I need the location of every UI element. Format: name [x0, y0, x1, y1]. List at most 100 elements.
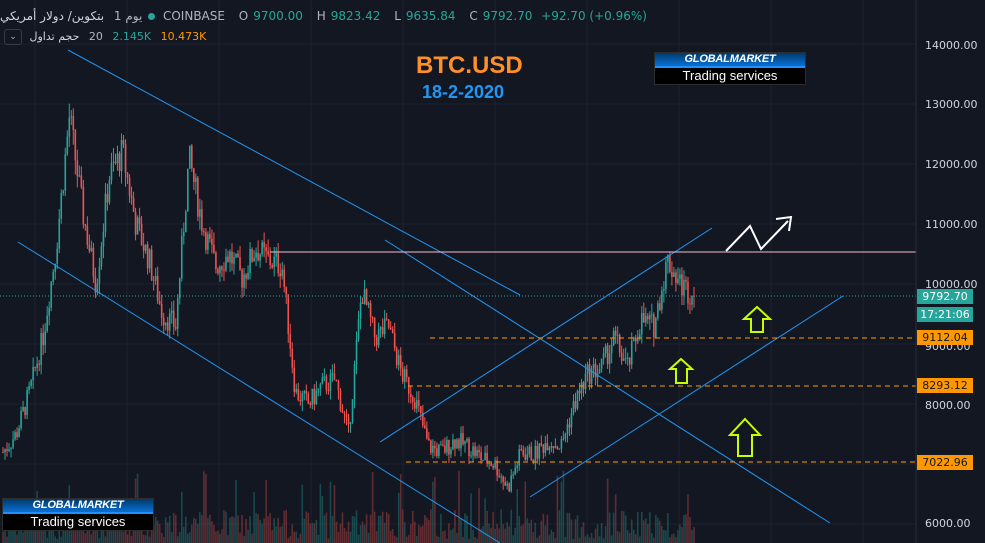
candle-body	[36, 363, 38, 369]
volume-bar	[90, 534, 93, 543]
candle-body	[540, 443, 543, 446]
volume-bar	[528, 523, 531, 543]
candle-body	[193, 168, 195, 182]
candle-body	[223, 269, 225, 271]
volume-bar	[307, 512, 310, 543]
chevron-down-icon[interactable]: ⌄	[4, 29, 22, 45]
volume-bar	[452, 528, 454, 543]
candle-body	[383, 318, 386, 335]
volume-bar	[315, 520, 318, 543]
candle-body	[152, 279, 155, 281]
candle-body	[424, 425, 426, 429]
volume-bar	[269, 513, 271, 543]
volume-bar	[361, 521, 364, 543]
volume-bar	[104, 536, 107, 543]
volume-bar	[550, 529, 553, 543]
candle-body	[126, 172, 129, 178]
volume-bar	[365, 514, 368, 543]
candle-body	[460, 433, 462, 449]
candle-body	[46, 315, 48, 332]
volume-bar	[327, 538, 330, 543]
volume-bar	[544, 525, 547, 543]
candle-body	[598, 369, 601, 373]
volume-bar	[510, 509, 513, 543]
volume-bar	[309, 523, 312, 543]
volume-bar	[546, 514, 549, 543]
candle-body	[624, 357, 627, 359]
interval[interactable]: يوم 1	[113, 9, 143, 23]
volume-bar	[576, 515, 579, 543]
volume-bar	[538, 535, 541, 543]
volume-bar	[267, 516, 269, 543]
volume-bar	[685, 514, 687, 543]
candle-body	[494, 460, 496, 468]
candle-body	[580, 382, 583, 394]
candle-body	[34, 366, 36, 369]
volume-bar	[263, 518, 265, 543]
volume-bar	[520, 525, 523, 543]
volume-bar	[430, 509, 432, 543]
candle-body	[219, 266, 221, 274]
volume-bar	[2, 531, 4, 543]
candle-body	[432, 445, 434, 453]
candle-body	[287, 294, 290, 335]
volume-bar	[498, 528, 500, 543]
candle-body	[683, 279, 685, 296]
volume-bar	[367, 532, 370, 543]
volume-bar	[345, 531, 348, 543]
volume-bar	[424, 514, 426, 543]
volume-bar	[120, 525, 123, 543]
candle-body	[343, 412, 346, 415]
volume-bar	[474, 537, 476, 543]
candle-body	[317, 388, 320, 391]
volume-bar	[395, 537, 398, 543]
volume-bar	[434, 476, 436, 543]
volume-bar	[570, 519, 573, 543]
volume-bar	[297, 538, 300, 543]
candle-body	[592, 363, 595, 369]
candle-body	[361, 302, 364, 304]
volume-bar	[554, 538, 557, 543]
candle-body	[309, 403, 312, 405]
breakout-arrow-icon	[725, 215, 793, 252]
candle-body	[663, 289, 665, 291]
candle-body	[299, 400, 302, 402]
volume-bar	[566, 512, 569, 543]
volume-bar	[476, 538, 478, 543]
candle-body	[397, 355, 400, 366]
candle-body	[626, 357, 629, 359]
volume-bar	[319, 484, 322, 543]
volume-bar	[357, 534, 360, 543]
candle-body	[466, 438, 468, 442]
support-tag: 7022.96	[917, 455, 973, 470]
symbol-name[interactable]: بتكوين/ دولار أمريكي	[0, 9, 105, 23]
volume-bar	[644, 518, 647, 543]
candle-body	[295, 388, 298, 392]
volume-bar	[12, 526, 14, 543]
candle-body	[335, 380, 338, 382]
candle-body	[156, 275, 159, 302]
candle-body	[54, 263, 57, 272]
candle-body	[486, 452, 488, 464]
candle-body	[28, 385, 30, 390]
candle-body	[30, 380, 32, 386]
volume-bar	[371, 472, 374, 543]
chart-title: BTC.USD	[416, 52, 523, 79]
candle-body	[391, 329, 394, 334]
volume-bar	[265, 479, 267, 543]
candle-body	[476, 449, 478, 457]
volume-bar	[646, 523, 649, 543]
candle-body	[60, 193, 63, 219]
candle-body	[524, 454, 527, 460]
candle-body	[420, 406, 422, 414]
candle-body	[556, 446, 559, 450]
volume-bar	[303, 518, 306, 543]
volume-bar	[375, 531, 378, 543]
candle-body	[211, 238, 213, 245]
volume-bar	[237, 515, 239, 543]
candle-body	[140, 223, 143, 246]
candle-body	[327, 390, 330, 392]
logo-top-right: GLOBALMARKET Trading services	[654, 52, 806, 85]
candle-body	[665, 261, 667, 290]
volume-bar	[22, 532, 24, 543]
